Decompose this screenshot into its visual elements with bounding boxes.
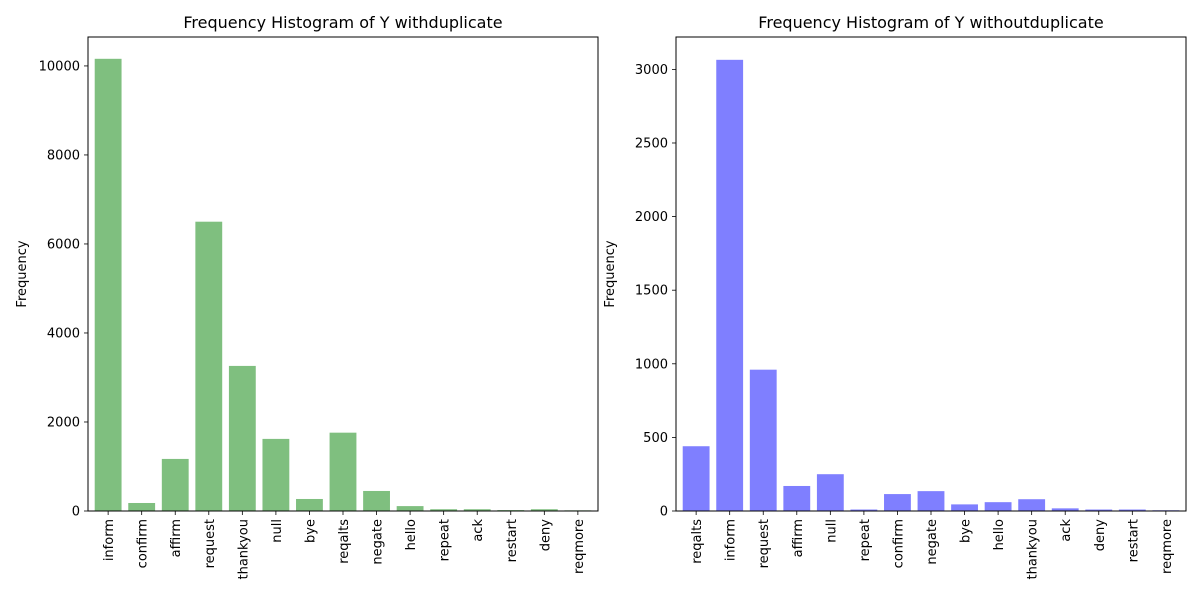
bar-affirm <box>783 485 811 511</box>
x-tick-label: inform <box>102 519 117 561</box>
bar-restart <box>1118 509 1146 511</box>
x-tick-label: bye <box>303 519 318 543</box>
bar-thankyou <box>228 365 256 511</box>
x-tick-label: bye <box>959 519 974 543</box>
y-tick-label: 1000 <box>635 357 668 372</box>
x-tick-label: request <box>203 519 218 568</box>
x-tick-label: null <box>270 519 285 543</box>
x-tick-label: affirm <box>169 519 184 557</box>
y-tick-label: 3000 <box>635 63 668 78</box>
x-tick-label: affirm <box>791 519 806 557</box>
bar-request <box>195 221 223 511</box>
bar-bye <box>296 498 323 511</box>
x-tick-label: hello <box>992 519 1007 550</box>
bar-null <box>816 474 844 511</box>
chart-title: Frequency Histogram of Y withduplicate <box>183 13 502 32</box>
bar-confirm <box>884 494 911 511</box>
chart-title: Frequency Histogram of Y withoutduplicat… <box>758 13 1103 32</box>
y-tick-label: 0 <box>72 505 80 520</box>
y-tick-label: 6000 <box>47 237 80 252</box>
bar-deny <box>1085 509 1113 511</box>
y-tick-label: 1500 <box>635 284 668 299</box>
chart-without-duplicate: Frequency Histogram of Y withoutduplicat… <box>603 13 1187 580</box>
bar-inform <box>716 59 744 511</box>
x-tick-label: inform <box>724 519 739 561</box>
x-tick-label: thankyou <box>236 519 251 580</box>
x-tick-label: null <box>824 519 839 543</box>
bar-request <box>749 369 777 511</box>
x-tick-label: confirm <box>136 519 151 568</box>
chart-with-duplicate: Frequency Histogram of Y withduplicate F… <box>15 13 599 580</box>
x-tick-label: negate <box>371 519 386 565</box>
x-tick-label: confirm <box>891 519 906 568</box>
x-tick-label: repeat <box>438 519 453 561</box>
bar-bye <box>951 504 978 511</box>
x-tick-label: request <box>757 519 772 568</box>
y-tick-label: 2000 <box>47 415 80 430</box>
x-tick-label: deny <box>1093 519 1108 551</box>
bar-repeat <box>850 509 878 511</box>
bar-hello <box>984 502 1012 511</box>
bar-thankyou <box>1018 499 1046 511</box>
y-tick-label: 2000 <box>635 210 668 225</box>
axes-frame <box>87 36 599 512</box>
y-tick-label: 4000 <box>47 326 80 341</box>
bar-affirm <box>161 458 189 511</box>
y-axis-label: Frequency <box>603 240 618 307</box>
bar-confirm <box>128 502 156 511</box>
bar-ack <box>1051 508 1079 511</box>
axes-frame <box>675 36 1187 512</box>
x-tick-label: restart <box>505 519 520 562</box>
x-tick-label: reqmore <box>572 519 587 574</box>
x-tick-label: hello <box>404 519 419 550</box>
y-tick-label: 8000 <box>47 148 80 163</box>
bar-ack <box>463 509 491 511</box>
bar-reqalts <box>682 446 710 511</box>
x-tick-label: deny <box>538 519 553 551</box>
x-tick-label: reqalts <box>337 519 352 564</box>
y-tick-label: 2500 <box>635 136 668 151</box>
bar-negate <box>363 490 390 511</box>
x-tick-label: restart <box>1126 519 1141 562</box>
bar-repeat <box>430 509 458 511</box>
bar-inform <box>94 58 122 512</box>
bar-hello <box>396 506 424 511</box>
x-tick-label: ack <box>1059 519 1074 542</box>
x-tick-label: negate <box>925 519 940 565</box>
y-axis-label: Frequency <box>15 240 30 307</box>
bar-deny <box>530 509 558 511</box>
bar-null <box>262 438 290 511</box>
x-tick-label: reqmore <box>1160 519 1175 574</box>
x-tick-label: repeat <box>858 519 873 561</box>
y-tick-label: 10000 <box>39 59 80 74</box>
x-tick-label: thankyou <box>1026 519 1041 580</box>
x-tick-label: ack <box>471 519 486 542</box>
y-tick-label: 0 <box>660 505 668 520</box>
x-tick-label: reqalts <box>690 519 705 564</box>
bar-reqalts <box>329 432 357 511</box>
bar-negate <box>917 491 945 511</box>
y-tick-label: 500 <box>643 431 668 446</box>
